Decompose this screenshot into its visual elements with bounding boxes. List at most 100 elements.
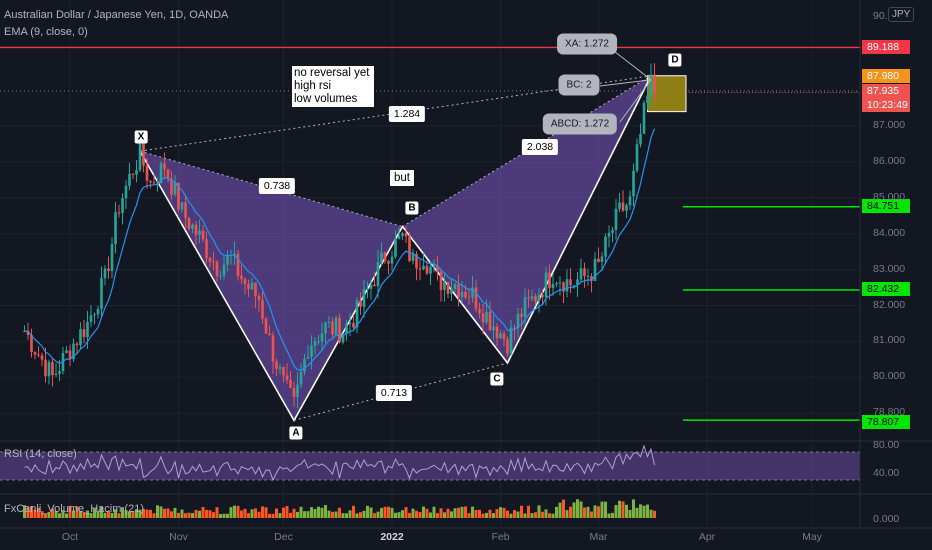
volume-bar	[639, 504, 642, 518]
volume-bar	[310, 507, 313, 518]
candle-body	[268, 333, 271, 336]
volume-bar	[530, 513, 534, 518]
candle-body	[369, 284, 373, 289]
volume-bar	[166, 508, 170, 518]
candle-body	[89, 315, 93, 322]
support-price-tag-1: 84.751	[862, 199, 910, 213]
time-tick-label: Feb	[491, 531, 510, 543]
volume-bar	[233, 505, 236, 518]
volume-bar	[33, 509, 37, 518]
volume-bar	[51, 508, 54, 518]
time-tick-label: May	[802, 531, 822, 543]
callout-bc: BC: 2	[558, 74, 600, 96]
candle-body	[422, 265, 425, 270]
candle-body	[135, 170, 138, 175]
volume-bar	[376, 511, 380, 518]
volume-bar	[170, 511, 173, 518]
volume-bar	[632, 499, 635, 518]
volume-bar	[474, 509, 478, 518]
candle-body	[635, 144, 639, 171]
volume-bar	[565, 510, 569, 518]
volume-bar	[243, 508, 247, 518]
candle-body	[621, 202, 625, 211]
volume-bar	[348, 510, 352, 518]
candle-body	[47, 361, 51, 377]
volume-bar	[502, 507, 506, 518]
candle-body	[401, 233, 404, 236]
fib-ratio-xd: 1.284	[388, 106, 426, 122]
partial-top-tick: 90.	[873, 10, 888, 22]
volume-bar	[292, 508, 296, 518]
volume-bar	[240, 510, 243, 518]
volume-bar	[551, 513, 555, 518]
volume-bar	[527, 505, 530, 518]
candle-body	[425, 265, 429, 274]
callout-abcd: ABCD: 1.272	[542, 113, 618, 135]
volume-bar	[58, 513, 61, 518]
candle-body	[551, 284, 555, 289]
volume-bar	[75, 506, 79, 518]
candle-body	[544, 272, 548, 298]
volume-bar	[187, 512, 191, 518]
volume-bar	[646, 504, 649, 518]
candle-body	[152, 182, 156, 184]
candle-body	[37, 354, 40, 356]
volume-bar	[303, 511, 306, 518]
price-tick-label: 87.000	[873, 119, 906, 131]
candle-body	[177, 182, 180, 210]
volume-bar	[436, 513, 439, 518]
time-tick-label: Oct	[61, 531, 79, 543]
callout-xa: XA: 1.272	[557, 33, 617, 55]
candle-body	[324, 322, 327, 334]
candle-body	[317, 341, 320, 343]
volume-bar	[338, 507, 341, 518]
candle-body	[75, 343, 79, 346]
volume-bar	[278, 513, 282, 518]
volume-bars	[23, 499, 656, 518]
candle-body	[327, 321, 331, 323]
candle-body	[404, 233, 408, 237]
volume-bar	[488, 509, 492, 518]
volume-bar	[628, 509, 632, 518]
volume-bar	[495, 509, 499, 518]
point-d-label: D	[668, 53, 682, 67]
volume-bar	[26, 507, 30, 518]
volume-bar	[621, 501, 625, 518]
candle-body	[397, 235, 401, 240]
volume-bar	[499, 507, 502, 518]
volume-bar	[415, 510, 418, 518]
candle-body	[61, 353, 65, 372]
volume-bar	[418, 512, 422, 518]
volume-bar	[373, 513, 376, 518]
candle-body	[411, 254, 415, 261]
volume-bar	[450, 511, 453, 518]
volume-bar	[422, 506, 425, 518]
candle-body	[296, 384, 299, 397]
volume-bar	[131, 510, 135, 518]
candle-body	[275, 361, 278, 369]
candle-body	[593, 258, 597, 281]
volume-bar	[159, 506, 163, 518]
candle-body	[128, 173, 131, 186]
candle-body	[222, 264, 226, 276]
volume-bar	[600, 501, 604, 518]
volume-bar	[257, 511, 261, 518]
volume-bar	[583, 507, 586, 518]
candle-body	[471, 287, 474, 298]
currency-badge[interactable]: JPY	[888, 7, 915, 22]
candle-body	[394, 239, 397, 257]
volume-bar	[149, 509, 152, 518]
volume-bar	[604, 501, 607, 518]
candle-body	[485, 311, 488, 323]
candle-body	[51, 361, 54, 376]
volume-bar	[236, 505, 240, 518]
candle-body	[233, 253, 236, 256]
volume-tick: 0.000	[873, 513, 900, 525]
volume-bar	[296, 511, 299, 518]
candle-body	[383, 252, 387, 262]
candle-body	[254, 282, 257, 296]
candle-body	[93, 314, 96, 316]
candle-body	[191, 224, 194, 229]
symbol-title: Australian Dollar / Japanese Yen, 1D, OA…	[4, 9, 229, 21]
